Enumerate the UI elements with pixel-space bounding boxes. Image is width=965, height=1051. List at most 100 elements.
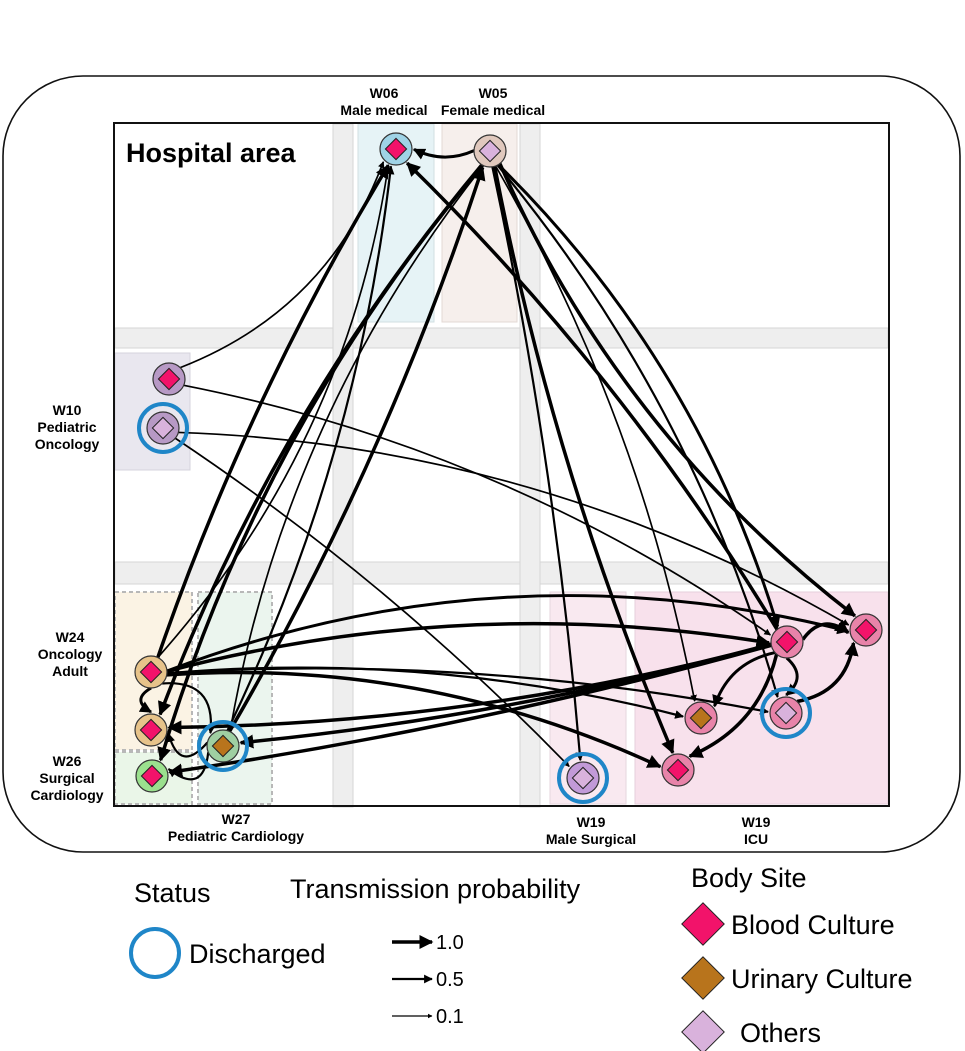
transmission-edge-n10b-to-nMS (174, 437, 570, 768)
legend-transmission-title: Transmission probability (290, 874, 581, 904)
transmission-edge-n24-to-nI5 (166, 594, 850, 673)
patient-node-n05[interactable] (473, 134, 507, 168)
legend-discharged-ring-icon (129, 927, 181, 979)
hospital-area-border (113, 122, 890, 807)
discharged-ring-icon (137, 402, 189, 454)
transmission-edge-n05-to-n26 (157, 163, 484, 762)
patient-node-nI5[interactable] (849, 613, 883, 647)
blood-culture-diamond-icon (139, 718, 163, 742)
patient-node-n26[interactable] (135, 759, 169, 793)
blood-culture-diamond-icon (384, 137, 408, 161)
ward-label-w26-code: W26 (53, 753, 82, 769)
transmission-edge-n10b-to-nI5 (178, 431, 850, 626)
discharged-ring-icon (197, 720, 249, 772)
patient-node-nI1[interactable] (661, 753, 695, 787)
legend-urinary-diamond-icon (681, 956, 725, 1000)
transmission-edge-n24-to-n24b (138, 686, 153, 714)
legend-others-label: Others (740, 1018, 821, 1048)
hospital-area-title: Hospital area (126, 138, 297, 168)
blood-culture-diamond-icon (666, 758, 690, 782)
ward-label-w06-name: Male medical (340, 102, 427, 118)
transmission-edge-nI2-to-n06 (405, 161, 779, 631)
outer-frame (2, 75, 961, 853)
transmission-edge-n24-to-n06 (157, 164, 391, 659)
patient-node-nI3[interactable] (684, 701, 718, 735)
legend-blood-diamond-icon (681, 902, 725, 946)
ward-label-w10-name2: Oncology (35, 436, 100, 452)
ward-label-w10-name1: Pediatric (37, 419, 96, 435)
transmission-edge-n05-to-nI5 (498, 162, 856, 618)
ward-label-w24-code: W24 (56, 629, 85, 645)
patient-node-n27[interactable] (197, 720, 249, 772)
transmission-edge-n24-to-nI2 (166, 621, 771, 673)
transmission-edge-nI2-to-nI4 (785, 656, 799, 697)
patient-node-nMS[interactable] (557, 752, 609, 804)
patient-node-n24[interactable] (134, 655, 168, 689)
others-culture-diamond-icon (478, 139, 502, 163)
patient-nodes (134, 132, 883, 804)
transmission-edge-n05-to-n06 (412, 148, 475, 160)
transmission-edges (138, 148, 859, 781)
discharged-ring-icon (557, 752, 609, 804)
ward-label-w24-name2: Adult (52, 663, 88, 679)
others-culture-diamond-icon (774, 701, 798, 725)
patient-node-n10b[interactable] (137, 402, 189, 454)
transmission-edge-n24-to-nI4 (166, 667, 769, 715)
patient-node-n10a[interactable] (152, 362, 186, 396)
blood-culture-diamond-icon (775, 630, 799, 654)
transmission-edge-n05-to-nI4 (496, 164, 780, 698)
legend: Status Discharged Transmission probabili… (129, 863, 913, 1051)
ward-label-w05-code: W05 (479, 85, 508, 101)
patient-node-n24b[interactable] (134, 713, 168, 747)
ward-label-w26-name2: Cardiology (30, 787, 103, 803)
ward-labels: W06 Male medical W05 Female medical W10 … (30, 85, 770, 847)
discharged-ring-icon (760, 687, 812, 739)
transmission-edge-nI2-to-nI1 (688, 653, 779, 758)
urinary-culture-diamond-icon (211, 734, 235, 758)
others-culture-diamond-icon (151, 416, 175, 440)
transmission-edge-n27-to-n05 (228, 166, 486, 733)
transmission-edge-n24-to-n27 (162, 682, 216, 734)
patient-node-nI4[interactable] (760, 687, 812, 739)
ward-label-w06-code: W06 (370, 85, 399, 101)
ward-label-w19-surgical-name: Male Surgical (546, 831, 636, 847)
blood-culture-diamond-icon (139, 660, 163, 684)
legend-status-title: Status (134, 878, 211, 908)
ward-label-w10-code: W10 (53, 402, 82, 418)
legend-prob-label: 0.5 (436, 969, 464, 991)
ward-label-w19-surgical-code: W19 (577, 814, 606, 830)
patient-node-n06[interactable] (379, 132, 413, 166)
ward-label-w19-icu-name: ICU (744, 831, 768, 847)
blood-culture-diamond-icon (854, 618, 878, 642)
transmission-edge-n05-to-nI1 (492, 165, 675, 755)
transmission-edge-n24-to-nI1 (166, 670, 662, 769)
transmission-edge-nI2-to-nI5 (801, 619, 850, 641)
transmission-edge-n10a-to-nI2 (183, 384, 771, 636)
others-culture-diamond-icon (571, 766, 595, 790)
ward-label-w26-name1: Surgical (39, 770, 94, 786)
ward-label-w27-code: W27 (222, 811, 251, 827)
transmission-edge-nI2-to-n26 (168, 643, 772, 778)
blood-culture-diamond-icon (157, 367, 181, 391)
transmission-edge-n27-to-n06 (226, 165, 395, 732)
transmission-edge-n24-to-n06 (156, 164, 390, 659)
legend-blood-label: Blood Culture (731, 910, 895, 940)
legend-others-diamond-icon (681, 1010, 725, 1051)
transmission-edge-nI2-to-nI3 (712, 651, 776, 708)
transmission-edge-n05-to-nI2 (497, 163, 781, 628)
ward-label-w05-name: Female medical (441, 102, 545, 118)
legend-prob-label: 0.1 (436, 1006, 464, 1028)
ward-label-w24-name1: Oncology (38, 646, 103, 662)
legend-urinary-label: Urinary Culture (731, 964, 913, 994)
transmission-edge-n05-to-nMS (491, 166, 585, 762)
legend-prob-label: 1.0 (436, 932, 464, 954)
transmission-edge-n27-to-n24b (166, 733, 209, 758)
legend-discharged-label: Discharged (189, 939, 326, 969)
legend-bodysite-title: Body Site (691, 863, 807, 893)
blood-culture-diamond-icon (140, 764, 164, 788)
patient-node-nI2[interactable] (770, 625, 804, 659)
ward-label-w27-name: Pediatric Cardiology (168, 828, 304, 844)
urinary-culture-diamond-icon (689, 706, 713, 730)
ward-label-w19-icu-code: W19 (742, 814, 771, 830)
